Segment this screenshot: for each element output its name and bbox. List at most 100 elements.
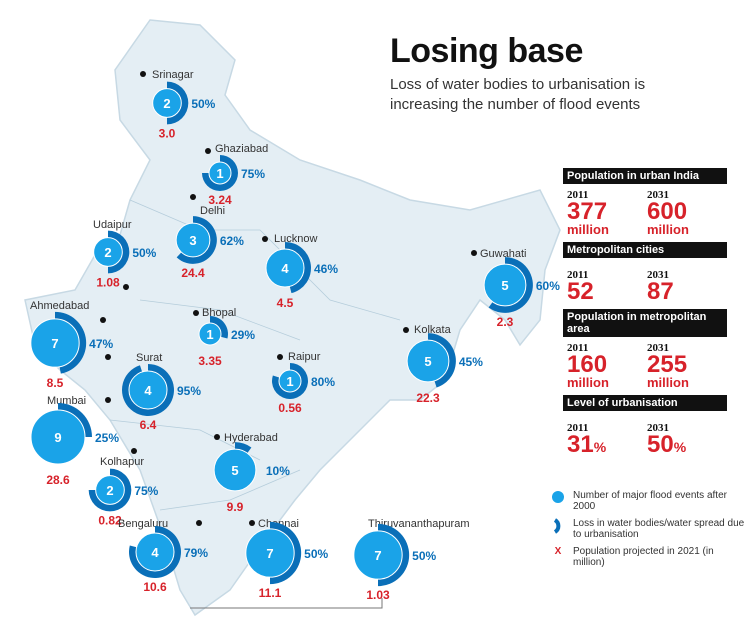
city-dot xyxy=(196,520,202,526)
legend-pop-label: Population projected in 2021 (in million… xyxy=(573,546,714,568)
population-value: 6.4 xyxy=(140,418,157,432)
flood-circle xyxy=(265,248,305,288)
city-marker-bhopal: Bhopal 1 29% 3.35 xyxy=(193,307,255,368)
flood-count: 4 xyxy=(144,383,152,398)
stat-heading: Metropolitan cities xyxy=(563,242,727,258)
loss-percent: 75% xyxy=(241,167,265,181)
stat-year: 2011 xyxy=(567,422,589,434)
stat-unit: million xyxy=(647,375,689,390)
city-name: Guwahati xyxy=(480,248,526,260)
flood-count: 7 xyxy=(51,336,58,351)
city-name: Hyderabad xyxy=(224,432,278,444)
city-dot xyxy=(105,354,111,360)
flood-circle xyxy=(406,339,450,383)
population-value: 10.6 xyxy=(143,580,167,594)
city-name: Kolhapur xyxy=(100,456,144,468)
flood-circle-icon xyxy=(552,491,564,503)
city-marker-udaipur: Udaipur 2 50% 1.08 xyxy=(93,219,157,290)
city-dot xyxy=(471,250,477,256)
flood-circle xyxy=(135,532,175,572)
city-dot xyxy=(262,236,268,242)
stat-column: 2031 600 million xyxy=(647,184,727,236)
flood-count: 4 xyxy=(151,545,159,560)
city-dot xyxy=(100,317,106,323)
city-name: Thiruvananthapuram xyxy=(368,518,470,530)
border-lines xyxy=(109,199,401,511)
legend-loss-label: Loss in water bodies/water spread due to… xyxy=(573,518,745,540)
flood-count: 5 xyxy=(231,463,238,478)
city-name: Kolkata xyxy=(414,324,452,336)
stat-value: 50% xyxy=(647,433,727,458)
flood-count: 7 xyxy=(374,548,381,563)
city-marker-lucknow: Lucknow 4 46% 4.5 xyxy=(262,233,338,310)
city-name: Udaipur xyxy=(93,219,132,231)
city-dot xyxy=(123,284,129,290)
flood-circle xyxy=(175,222,211,258)
subtitle-line-1: Loss of water bodies to urbanisation is xyxy=(390,76,646,93)
loss-percent: 50% xyxy=(412,549,436,563)
city-name: Srinagar xyxy=(152,69,194,81)
city-dot xyxy=(131,448,137,454)
flood-circle xyxy=(95,475,125,505)
city-name: Ghaziabad xyxy=(215,143,268,155)
loss-percent: 62% xyxy=(220,234,244,248)
flood-count: 1 xyxy=(286,374,293,389)
stat-block: Level of urbanisation 2011 31% 2031 50% xyxy=(563,395,727,458)
flood-count: 7 xyxy=(266,546,273,561)
stat-year: 2011 xyxy=(567,342,589,354)
subtitle-line-2: increasing the number of flood events xyxy=(390,96,641,113)
stat-value: 600 xyxy=(647,198,727,225)
stat-year: 2031 xyxy=(647,189,669,201)
population-value: 22.3 xyxy=(416,391,440,405)
legend-loss: Loss in water bodies/water spread due to… xyxy=(551,518,745,540)
stat-year: 2011 xyxy=(567,189,589,201)
flood-count: 1 xyxy=(216,166,223,181)
city-dot xyxy=(105,397,111,403)
city-dot xyxy=(205,148,211,154)
city-name: Bhopal xyxy=(202,307,236,319)
stat-value: 52 xyxy=(567,278,647,305)
city-name: Raipur xyxy=(288,351,321,363)
stat-block: Metropolitan cities 2011 52 2031 87 xyxy=(563,242,727,305)
flood-count: 9 xyxy=(54,430,61,445)
loss-percent: 79% xyxy=(184,546,208,560)
stat-number: 52 xyxy=(567,278,594,305)
loss-percent: 25% xyxy=(95,431,119,445)
city-marker-guwahati: Guwahati 5 60% 2.3 xyxy=(471,248,560,329)
loss-percent: 95% xyxy=(177,384,201,398)
city-dot xyxy=(193,310,199,316)
city-dot xyxy=(403,327,409,333)
flood-circle xyxy=(152,88,182,118)
flood-circle xyxy=(30,318,80,368)
flood-circle xyxy=(353,530,403,580)
flood-count: 3 xyxy=(189,233,196,248)
loss-percent: 46% xyxy=(314,262,338,276)
stat-value: 377 xyxy=(567,200,647,224)
city-marker-delhi: Delhi 3 62% 24.4 xyxy=(175,194,244,280)
connector-line xyxy=(190,598,383,609)
stat-number: 600 xyxy=(647,198,688,225)
loss-percent: 60% xyxy=(536,279,560,293)
stats-panel: Population in urban India 2011 377 million 2… xyxy=(563,168,727,464)
flood-circle xyxy=(198,322,222,346)
legend-floods-label: Number of major flood events after 2000 xyxy=(573,490,727,512)
city-marker-raipur: Raipur 1 80% 0.56 xyxy=(272,351,335,415)
flood-circle xyxy=(483,263,527,307)
legend-floods: Number of major flood events after 2000 xyxy=(551,490,745,512)
legend-pop: X Population projected in 2021 (in millio… xyxy=(551,546,745,568)
city-marker-ghaziabad: Ghaziabad 1 75% 3.24 xyxy=(202,143,268,207)
population-value: 28.6 xyxy=(46,473,70,487)
stat-number: 160 xyxy=(567,351,608,378)
loss-percent: 47% xyxy=(89,337,113,351)
flood-circle xyxy=(208,161,232,185)
flood-circle xyxy=(278,369,302,393)
city-marker-hyderabad: Hyderabad 5 10% 9.9 xyxy=(213,432,290,514)
stat-column: 2031 255 million xyxy=(647,337,727,389)
city-marker-surat: Surat 4 95% 6.4 xyxy=(105,352,201,432)
city-name: Lucknow xyxy=(274,233,317,245)
loss-percent: 50% xyxy=(304,547,328,561)
stat-value: 31% xyxy=(567,433,647,458)
city-marker-kolhapur: Kolhapur 2 75% 0.82 xyxy=(88,448,159,527)
